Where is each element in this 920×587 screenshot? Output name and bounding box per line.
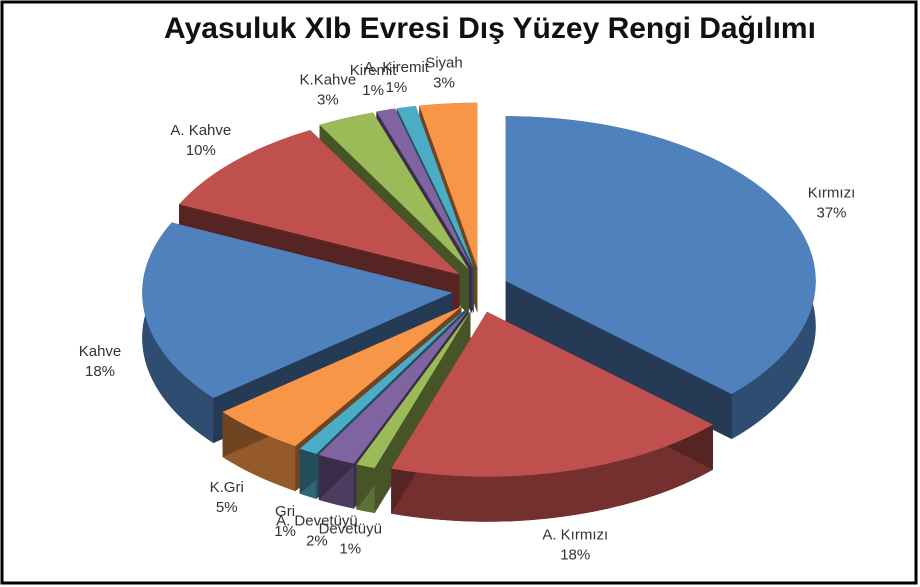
slice-label: K.Kahve (300, 71, 357, 88)
slice-value: 1% (362, 82, 384, 99)
slice (179, 130, 460, 275)
slice (142, 222, 453, 398)
slice (356, 311, 471, 469)
slice-value: 2% (306, 533, 328, 550)
slice-label: Siyah (425, 55, 463, 72)
slice-label: A. Kırmızı (542, 527, 608, 544)
slice (376, 108, 473, 269)
slice-label: A. Kahve (170, 122, 231, 139)
slice (318, 310, 469, 464)
slice-label: A. Kiremit (364, 59, 430, 76)
chart-title: Ayasuluk XIb Evresi Dış Yüzey Rengi Dağı… (164, 12, 816, 45)
slice-label: Kırmızı (808, 185, 856, 202)
slice-value: 1% (339, 541, 361, 558)
slice (419, 102, 478, 268)
slice-value: 37% (816, 205, 846, 222)
slice-side (391, 424, 713, 522)
slice-side (356, 311, 471, 514)
slice-value: 18% (85, 363, 115, 380)
slice (299, 309, 466, 454)
slice-value: 1% (386, 79, 408, 96)
slice-label: Kahve (79, 343, 122, 360)
slice (222, 306, 462, 447)
slice-label: K.Gri (210, 479, 244, 496)
slice-value: 5% (216, 499, 238, 516)
slice-label: Gri (275, 503, 295, 520)
slice-side (179, 130, 460, 320)
slice-label: Devetüyü (319, 521, 382, 538)
slice-value: 3% (433, 75, 455, 92)
slice-label: Kiremit (350, 62, 398, 79)
slice (396, 106, 474, 269)
slice (505, 116, 816, 395)
slice-value: 18% (560, 547, 590, 564)
slice-value: 1% (274, 523, 296, 540)
slice (391, 311, 713, 477)
slice-value: 10% (186, 142, 216, 159)
slice (319, 112, 469, 270)
slice-side (505, 116, 732, 440)
slice-value: 3% (317, 91, 339, 108)
slice-label: A. Devetüyü (276, 513, 358, 530)
